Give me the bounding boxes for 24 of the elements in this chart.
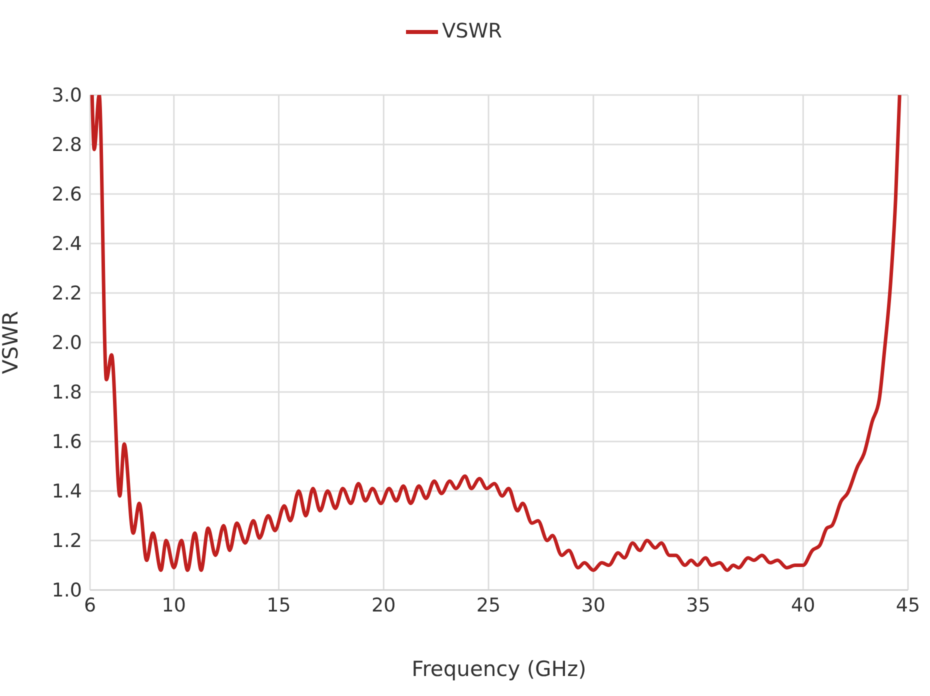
- legend-label: VSWR: [442, 18, 502, 42]
- x-tick-label: 10: [162, 594, 186, 616]
- y-tick-label: 1.2: [52, 530, 82, 552]
- x-tick-label: 35: [686, 594, 710, 616]
- x-axis-title: Frequency (GHz): [412, 657, 586, 681]
- y-tick-label: 2.0: [52, 332, 82, 354]
- y-tick-label: 2.8: [52, 134, 82, 156]
- y-axis-title: VSWR: [0, 310, 22, 374]
- x-tick-label: 30: [581, 594, 606, 616]
- x-tick-label: 45: [896, 594, 920, 616]
- y-tick-label: 1.6: [52, 431, 82, 454]
- y-tick-label: 2.4: [52, 233, 82, 256]
- x-tick-label: 20: [372, 594, 396, 616]
- y-tick-label: 3.0: [52, 84, 82, 107]
- line-series: [90, 95, 902, 572]
- y-tick-label: 2.6: [52, 184, 82, 206]
- x-tick-label: 15: [266, 594, 291, 616]
- y-tick-label: 1.8: [52, 382, 82, 404]
- y-tick-label: 1.0: [52, 580, 82, 602]
- y-tick-label: 2.2: [52, 282, 82, 305]
- x-tick-label: 25: [476, 594, 501, 616]
- y-tick-label: 1.4: [52, 480, 82, 503]
- x-tick-label: 40: [791, 594, 816, 616]
- x-tick-label: 6: [84, 594, 96, 616]
